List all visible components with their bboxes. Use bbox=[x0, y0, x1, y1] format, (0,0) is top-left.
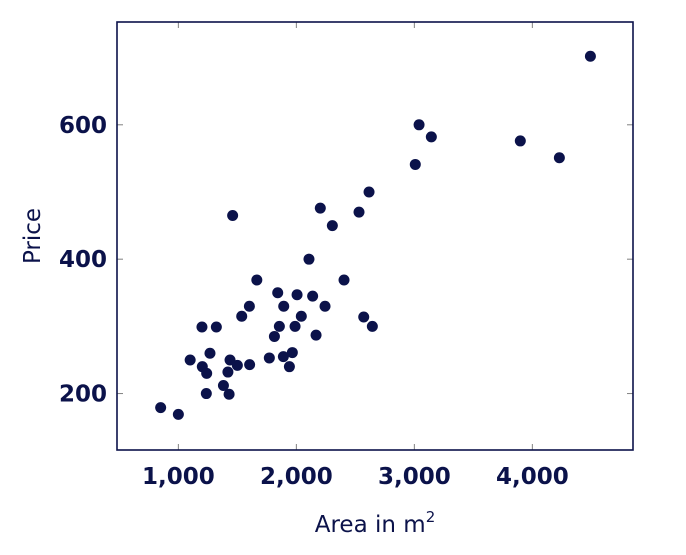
plot-frame bbox=[116, 21, 634, 451]
y-tick-label: 200 bbox=[59, 382, 107, 408]
data-point bbox=[277, 351, 289, 363]
data-point bbox=[314, 202, 326, 214]
data-point bbox=[244, 359, 256, 371]
y-tick-label: 600 bbox=[59, 113, 107, 139]
data-point bbox=[236, 310, 248, 322]
data-point bbox=[338, 274, 350, 286]
data-point bbox=[353, 206, 365, 218]
data-point bbox=[409, 158, 421, 170]
data-point bbox=[286, 347, 298, 359]
x-tick-labels: 1,000 2,000 3,000 4,000 bbox=[142, 464, 569, 490]
data-point bbox=[310, 329, 322, 341]
data-point bbox=[223, 388, 235, 400]
x-tick-label: 4,000 bbox=[496, 464, 569, 490]
data-point bbox=[413, 119, 425, 131]
data-point bbox=[273, 320, 285, 332]
y-tick-label: 400 bbox=[59, 247, 107, 273]
data-point bbox=[268, 330, 280, 342]
data-point bbox=[263, 352, 275, 364]
data-point bbox=[319, 300, 331, 312]
data-point bbox=[210, 321, 222, 333]
data-point bbox=[243, 300, 255, 312]
data-point bbox=[196, 321, 208, 333]
data-point bbox=[204, 347, 216, 359]
data-point bbox=[227, 210, 239, 222]
data-point bbox=[553, 152, 565, 164]
y-tick-labels: 200 400 600 bbox=[59, 113, 107, 408]
data-point bbox=[303, 253, 315, 265]
x-axis-label: Area in m2 bbox=[315, 508, 435, 538]
data-point bbox=[366, 320, 378, 332]
data-point bbox=[272, 287, 284, 299]
x-tick-label: 3,000 bbox=[378, 464, 451, 490]
x-tick-label: 1,000 bbox=[142, 464, 215, 490]
data-point bbox=[172, 408, 184, 420]
data-point bbox=[307, 290, 319, 302]
x-tick-label: 2,000 bbox=[260, 464, 333, 490]
data-point bbox=[184, 354, 196, 366]
data-point bbox=[155, 402, 167, 414]
data-point bbox=[278, 300, 290, 312]
y-axis-label: Price bbox=[20, 208, 46, 264]
data-point bbox=[358, 311, 370, 323]
data-point bbox=[222, 366, 234, 378]
data-point bbox=[295, 310, 307, 322]
data-point bbox=[425, 131, 437, 143]
data-point bbox=[514, 135, 526, 147]
axis-ticks bbox=[117, 22, 633, 450]
x-axis-label-superscript: 2 bbox=[426, 508, 436, 526]
data-point bbox=[283, 361, 295, 373]
data-point bbox=[363, 186, 375, 198]
data-point bbox=[289, 320, 301, 332]
x-axis-label-text: Area in m bbox=[315, 512, 426, 538]
data-point bbox=[217, 379, 229, 391]
data-point bbox=[584, 50, 596, 62]
data-point bbox=[231, 359, 243, 371]
data-point bbox=[291, 289, 303, 301]
data-point bbox=[251, 274, 263, 286]
data-point bbox=[200, 388, 212, 400]
data-point bbox=[201, 367, 213, 379]
data-points bbox=[155, 50, 596, 420]
data-point bbox=[326, 220, 338, 232]
